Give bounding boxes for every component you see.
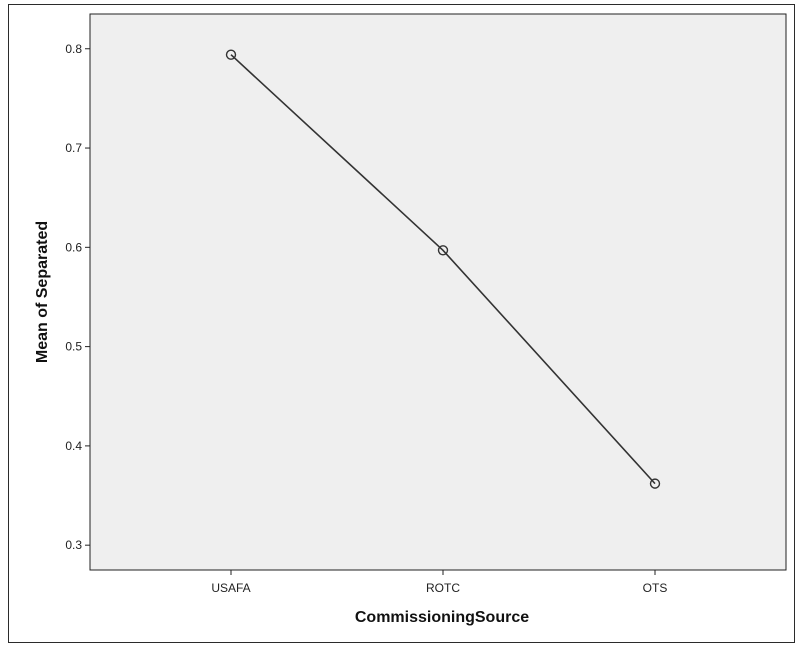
data-point	[437, 245, 449, 256]
y-tick-label: 0.4	[65, 439, 82, 453]
x-axis: USAFA ROTC OTS	[211, 570, 667, 595]
y-tick-label: 0.5	[65, 340, 82, 354]
x-tick-label: ROTC	[426, 581, 460, 595]
y-axis: 0.3 0.4 0.5 0.6 0.7 0.8	[65, 42, 90, 552]
y-tick-label: 0.6	[65, 240, 82, 254]
x-tick-label: OTS	[643, 581, 668, 595]
series-points	[225, 49, 661, 489]
plot-area	[89, 13, 787, 571]
x-tick-label: USAFA	[211, 581, 250, 595]
y-tick-label: 0.8	[65, 42, 82, 56]
data-point	[225, 49, 237, 60]
x-axis-title: CommissioningSource	[355, 609, 529, 626]
series-line	[230, 54, 656, 485]
y-tick-label: 0.7	[65, 141, 82, 155]
data-point	[649, 478, 661, 489]
y-tick-label: 0.3	[65, 538, 82, 552]
y-axis-title: Mean of Separated	[34, 221, 51, 363]
